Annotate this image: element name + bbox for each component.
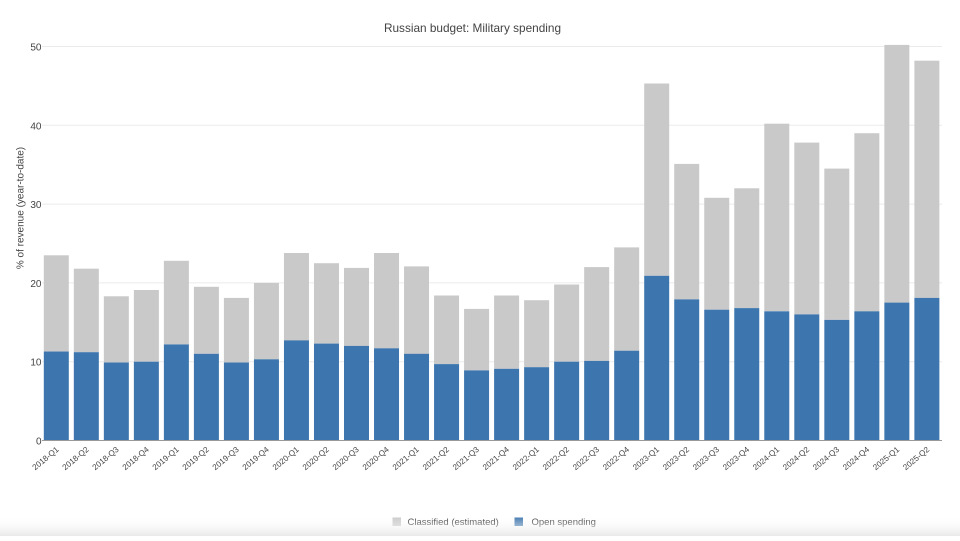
svg-text:40: 40 bbox=[30, 121, 42, 132]
svg-text:20: 20 bbox=[30, 279, 42, 290]
svg-text:30: 30 bbox=[30, 200, 42, 211]
svg-text:% of revenue (year-to-date): % of revenue (year-to-date) bbox=[16, 147, 27, 269]
svg-text:50: 50 bbox=[30, 43, 42, 54]
svg-text:10: 10 bbox=[30, 358, 42, 369]
svg-text:Russian budget: Military spend: Russian budget: Military spending bbox=[384, 21, 561, 35]
svg-text:0: 0 bbox=[36, 437, 42, 448]
